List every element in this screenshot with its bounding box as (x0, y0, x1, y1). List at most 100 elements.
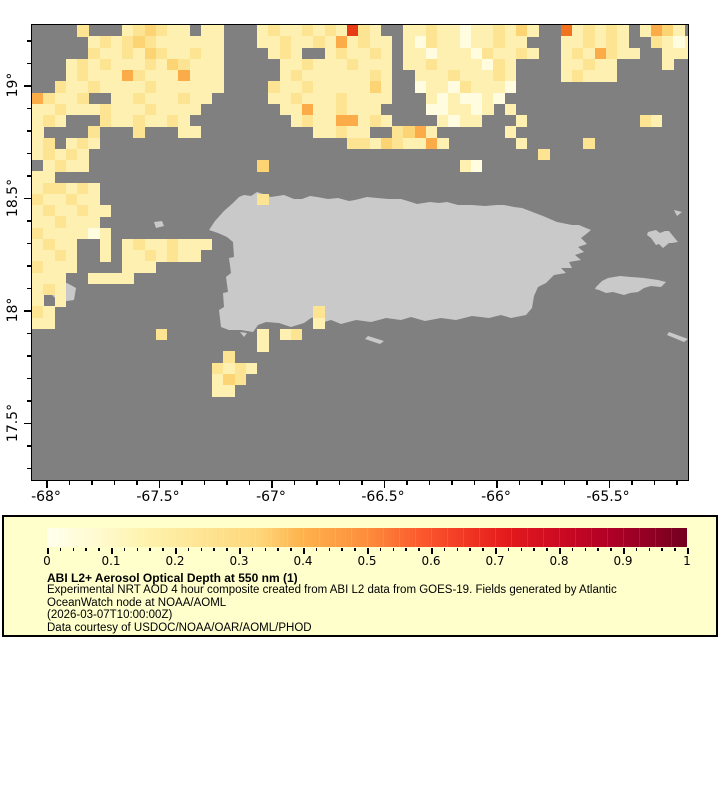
axis-tick (27, 175, 31, 177)
aod-cell (459, 47, 472, 60)
aod-cell (122, 58, 134, 71)
island-desecheo (154, 221, 164, 228)
aod-cell (302, 36, 314, 48)
aod-cell (358, 115, 370, 127)
aod-cell (290, 47, 303, 60)
aod-cell (302, 70, 314, 82)
aod-cell (77, 137, 89, 150)
colorbar-tick (59, 548, 62, 551)
aod-cell (639, 115, 652, 127)
axis-tick (136, 480, 138, 485)
colorbar-tick (520, 548, 523, 551)
aod-cell (380, 137, 393, 150)
y-axis-label: 18.5° (5, 178, 21, 217)
aod-cell (144, 25, 157, 37)
aod-cell (347, 103, 359, 116)
aod-cell (650, 115, 663, 127)
aod-cell (178, 81, 190, 93)
aod-cell (470, 160, 483, 172)
colorbar-tick (418, 548, 420, 551)
aod-cell (470, 115, 483, 127)
colorbar-tick (85, 548, 87, 551)
aod-cell (32, 227, 44, 240)
aod-cell (77, 193, 89, 206)
aod-cell (358, 36, 370, 48)
aod-cell (110, 47, 123, 60)
aod-cell (605, 36, 618, 48)
aod-cell (133, 261, 145, 273)
aod-cell (279, 92, 292, 105)
aod-cell (470, 36, 483, 48)
aod-cell (459, 70, 472, 82)
aod-cell (279, 47, 292, 60)
aod-cell (212, 385, 224, 397)
aod-cell (493, 36, 505, 48)
aod-cell (425, 36, 438, 48)
aod-cell (54, 227, 67, 240)
aod-cell (605, 25, 618, 37)
aod-cell (189, 92, 202, 105)
aod-cell (54, 238, 67, 251)
aod-cell (133, 36, 145, 48)
aod-cell (99, 205, 112, 217)
colorbar-tick (559, 548, 561, 554)
colorbar-tick (431, 548, 433, 554)
axis-tick (248, 480, 250, 485)
aod-cell (144, 47, 157, 60)
aod-cell (437, 25, 449, 37)
aod-cell (43, 283, 55, 296)
colorbar-tick (149, 548, 151, 551)
aod-cell (572, 25, 584, 37)
aod-cell (358, 47, 370, 60)
colorbar (47, 528, 687, 547)
aod-cell (155, 328, 168, 341)
island-vieques (595, 276, 666, 295)
legend-text-block: ABI L2+ Aerosol Optical Depth at 550 nm … (47, 572, 617, 634)
aod-cell (313, 58, 325, 71)
aod-cell (65, 193, 78, 206)
axis-tick (27, 40, 31, 42)
aod-cell (414, 81, 427, 93)
aod-cell (178, 238, 190, 251)
aod-cell (200, 25, 213, 37)
colorbar-tick (341, 548, 343, 551)
aod-cell (88, 70, 100, 82)
aod-cell (392, 126, 404, 138)
axis-tick (293, 480, 295, 485)
aod-cell (527, 47, 539, 60)
aod-cell (347, 47, 359, 60)
aod-cell (65, 58, 78, 71)
aod-cell (144, 92, 157, 105)
aod-cell (583, 47, 595, 60)
aod-cell (99, 36, 112, 48)
aod-cell (347, 137, 359, 150)
legend-timestamp: (2026-03-07T10:00:00Z) (47, 609, 173, 622)
aod-cell (167, 92, 179, 105)
aod-cell (459, 58, 472, 71)
axis-tick (451, 480, 453, 485)
aod-cell (88, 58, 100, 71)
aod-cell (178, 70, 190, 82)
aod-cell (43, 193, 55, 206)
axis-tick (361, 480, 363, 485)
aod-cell (144, 115, 157, 127)
aod-cell (515, 25, 528, 37)
aod-cell (268, 47, 280, 60)
aod-cell (313, 115, 325, 127)
colorbar-tick (443, 548, 446, 551)
aod-cell (257, 193, 269, 206)
aod-cell (392, 137, 404, 150)
colorbar-tick (507, 548, 510, 551)
aod-cell (77, 148, 89, 161)
aod-cell (504, 126, 517, 138)
aod-cell (257, 36, 269, 48)
aod-cell (358, 126, 370, 138)
aod-cell (155, 47, 168, 60)
aod-cell (65, 227, 78, 240)
aod-cell (257, 340, 269, 352)
aod-cell (617, 36, 629, 48)
aod-cell (133, 238, 145, 251)
aod-cell (167, 250, 179, 262)
colorbar-tick (623, 548, 625, 554)
aod-cell (212, 58, 224, 71)
